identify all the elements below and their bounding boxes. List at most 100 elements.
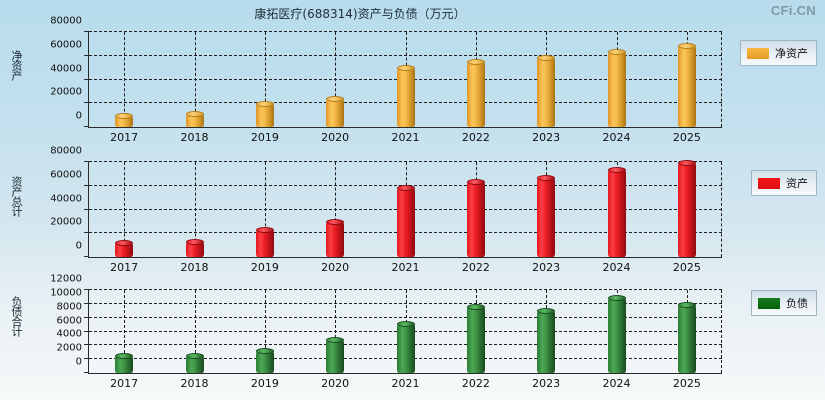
bar-2017[interactable]: [115, 240, 134, 257]
bar-body: [677, 304, 696, 373]
panel-axis-label: 净资产: [10, 50, 23, 80]
bar-2025[interactable]: [677, 301, 696, 373]
bar-cap: [255, 100, 274, 107]
y-axis-label: 0: [75, 110, 82, 122]
bar-cap: [185, 352, 204, 359]
y-axis-label: 8000: [56, 301, 82, 313]
bar-cap: [466, 178, 485, 185]
y-axis-label: 80000: [50, 145, 82, 157]
bar-cap: [677, 301, 696, 308]
bar-cap: [466, 303, 485, 310]
bar-body: [115, 116, 134, 127]
panel-axis-label: 负债合计: [10, 296, 23, 336]
legend-total-assets[interactable]: 资产: [751, 170, 817, 196]
watermark: CFi.CN: [770, 3, 816, 18]
bar-body: [255, 350, 274, 373]
bar-2019[interactable]: [255, 347, 274, 373]
x-axis-label-2023: 2023: [532, 261, 561, 274]
bar-cap: [396, 320, 415, 327]
bar-body: [255, 230, 274, 257]
legend-swatch-icon: [747, 47, 769, 59]
y-axis-tick: [84, 102, 89, 104]
bar-2021[interactable]: [396, 185, 415, 257]
legend-label: 资产: [786, 177, 808, 190]
y-axis-tick: [84, 161, 89, 162]
bar-cap: [115, 240, 134, 247]
plot-right-border: [721, 32, 722, 127]
bar-2022[interactable]: [466, 59, 485, 127]
bar-cap: [396, 65, 415, 72]
gridline-vertical: [264, 290, 266, 373]
bar-cap: [185, 110, 204, 117]
y-axis-label: 40000: [50, 193, 82, 204]
gridline-vertical: [335, 290, 337, 373]
bar-body: [466, 306, 485, 373]
bar-body: [185, 355, 204, 373]
bar-cap: [115, 113, 134, 120]
gridline-horizontal: [89, 289, 722, 290]
bar-2020[interactable]: [326, 96, 345, 127]
bar-2022[interactable]: [466, 303, 485, 373]
bar-body: [185, 113, 204, 127]
y-axis-tick: [84, 208, 89, 210]
bar-cap: [326, 96, 345, 103]
chart-panel-liabilities: 负债合计 0 2000 4000 6000 8000 10000 12000 2017 2018…: [0, 274, 825, 396]
y-axis-tick: [84, 126, 89, 127]
bar-2024[interactable]: [607, 166, 626, 257]
bar-2023[interactable]: [537, 308, 556, 373]
x-axis-label-2022: 2022: [461, 131, 490, 144]
x-axis-label-2021: 2021: [391, 377, 420, 390]
legend-swatch-icon: [758, 297, 780, 309]
bar-2024[interactable]: [607, 295, 626, 373]
bar-2020[interactable]: [326, 336, 345, 373]
legend-liabilities[interactable]: 负债: [751, 290, 817, 316]
bar-body: [396, 68, 415, 127]
bar-2021[interactable]: [396, 65, 415, 127]
bar-2025[interactable]: [677, 43, 696, 127]
legend-label: 净资产: [775, 47, 808, 60]
bar-2018[interactable]: [185, 110, 204, 127]
gridline-vertical: [194, 290, 196, 373]
y-axis-label: 4000: [56, 328, 82, 340]
x-axis-label-2024: 2024: [602, 131, 631, 144]
bar-2024[interactable]: [607, 49, 626, 127]
bar-2025[interactable]: [677, 159, 696, 257]
y-axis-label: 0: [75, 240, 82, 252]
bar-2017[interactable]: [115, 353, 134, 373]
bar-cap: [677, 43, 696, 50]
bar-2023[interactable]: [537, 175, 556, 257]
gridline-vertical: [194, 32, 196, 127]
y-axis-label: 60000: [50, 169, 82, 181]
x-axis-label-2017: 2017: [110, 377, 139, 390]
bar-cap: [326, 336, 345, 343]
plot-area: 0 20000 40000 60000 80000 2017 2018 2019 2020 202…: [50, 146, 722, 274]
bar-cap: [537, 308, 556, 315]
bar-2017[interactable]: [115, 113, 134, 127]
bar-2019[interactable]: [255, 227, 274, 257]
bar-cap: [185, 238, 204, 245]
bar-2018[interactable]: [185, 238, 204, 257]
x-axis-label-2025: 2025: [672, 261, 701, 274]
panel-axis-label: 资产总计: [10, 176, 23, 216]
y-axis-label: 40000: [50, 63, 82, 74]
y-axis-tick: [84, 289, 89, 290]
x-axis-label-2021: 2021: [391, 261, 420, 274]
gridline-horizontal: [89, 161, 722, 162]
y-axis-tick: [84, 78, 89, 80]
bar-2023[interactable]: [537, 54, 556, 127]
plot-wrapper: 0 20000 40000 60000 80000 2017 2018 2019 2020 202…: [50, 16, 722, 144]
x-axis-label-2020: 2020: [321, 261, 350, 274]
gridline-horizontal: [89, 31, 722, 32]
gridline-vertical: [194, 162, 196, 257]
bar-body: [677, 162, 696, 257]
x-axis-label-2024: 2024: [602, 377, 631, 390]
x-axis-label-2017: 2017: [110, 131, 139, 144]
bar-2020[interactable]: [326, 218, 345, 257]
bar-2021[interactable]: [396, 320, 415, 373]
bar-2022[interactable]: [466, 178, 485, 257]
chart-panel-total-assets: 资产总计 0 20000 40000 60000 80000 2017 2018 2019 20…: [0, 146, 825, 282]
legend-net-assets[interactable]: 净资产: [740, 40, 817, 66]
bar-2018[interactable]: [185, 352, 204, 373]
bar-2019[interactable]: [255, 100, 274, 127]
bar-cap: [607, 166, 626, 173]
